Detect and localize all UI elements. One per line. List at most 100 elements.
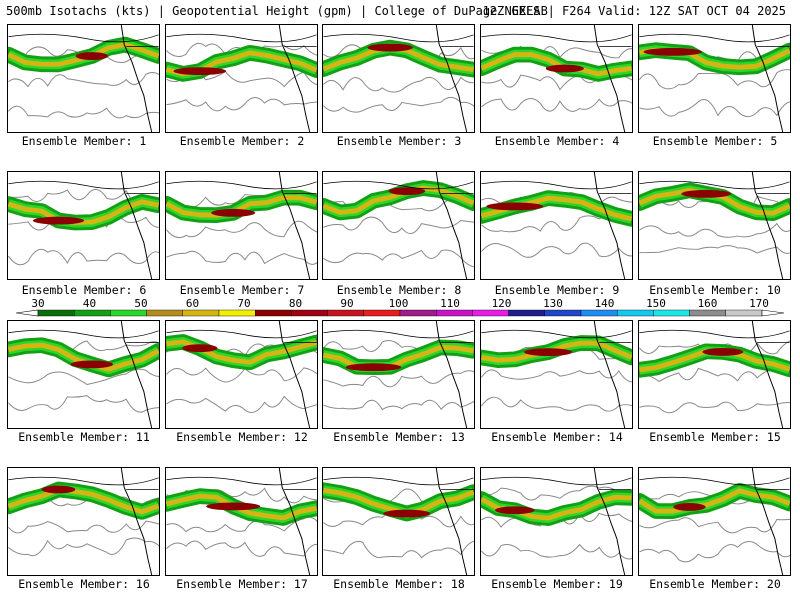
colorbar-swatch — [218, 309, 256, 317]
jet-stream-map — [323, 468, 474, 575]
colorbar-tick-label: 70 — [237, 297, 250, 310]
jet-stream-map — [8, 468, 159, 575]
ensemble-map-panel — [165, 24, 318, 133]
colorbar-tick-label: 100 — [389, 297, 409, 310]
jet-stream-map — [481, 25, 632, 132]
colorbar-tick-label: 120 — [492, 297, 512, 310]
ensemble-member-label: Ensemble Member: 8 — [336, 283, 462, 297]
isotach-colorbar: 30 40 50 60 70 80 90 100 110 120 130 140 150 160 170 — [10, 296, 790, 320]
colorbar-tick-label: 160 — [698, 297, 718, 310]
ensemble-member-label: Ensemble Member: 19 — [491, 577, 623, 591]
jet-stream-map — [8, 25, 159, 132]
ensemble-member-label: Ensemble Member: 11 — [18, 430, 150, 444]
ensemble-member-label: Ensemble Member: 4 — [494, 134, 620, 148]
ensemble-map-panel — [165, 320, 318, 429]
colorbar-swatch — [508, 309, 546, 317]
ensemble-member-label: Ensemble Member: 20 — [649, 577, 781, 591]
jet-stream-map — [166, 321, 317, 428]
ensemble-map-panel — [638, 171, 791, 280]
ensemble-map-panel — [638, 24, 791, 133]
colorbar-swatch — [653, 309, 690, 317]
colorbar-swatch — [146, 309, 184, 317]
colorbar-tick-label: 140 — [595, 297, 615, 310]
colorbar-svg: 30 40 50 60 70 80 90 100 110 120 130 140 150 160 170 — [15, 297, 785, 317]
jet-stream-map — [481, 321, 632, 428]
colorbar-tick-label: 110 — [440, 297, 460, 310]
ensemble-member-label: Ensemble Member: 1 — [21, 134, 147, 148]
ensemble-map-panel — [165, 171, 318, 280]
ensemble-member-label: Ensemble Member: 13 — [333, 430, 465, 444]
ensemble-member-label: Ensemble Member: 12 — [176, 430, 308, 444]
colorbar-swatch — [544, 309, 582, 317]
ensemble-member-label: Ensemble Member: 7 — [179, 283, 305, 297]
ensemble-map-panel — [7, 171, 160, 280]
colorbar-swatch — [291, 309, 328, 317]
colorbar-swatch — [689, 309, 726, 317]
colorbar-swatch — [472, 309, 509, 317]
colorbar-tick-label: 40 — [83, 297, 96, 310]
colorbar-swatch — [617, 309, 654, 317]
colorbar-swatch — [254, 309, 292, 317]
run-valid-time: 12Z GEFS | F264 Valid: 12Z SAT OCT 04 20… — [482, 4, 786, 18]
jet-stream-map — [639, 468, 790, 575]
header: 500mb Isotachs (kts) | Geopotential Heig… — [0, 0, 800, 22]
ensemble-member-label: Ensemble Member: 17 — [176, 577, 308, 591]
colorbar-swatch — [725, 309, 763, 317]
colorbar-swatch — [37, 309, 75, 317]
ensemble-member-label: Ensemble Member: 5 — [652, 134, 778, 148]
colorbar-tick-label: 30 — [31, 297, 44, 310]
jet-stream-map — [639, 321, 790, 428]
jet-stream-map — [166, 25, 317, 132]
jet-stream-map — [323, 172, 474, 279]
ensemble-map-panel — [322, 171, 475, 280]
ensemble-member-label: Ensemble Member: 10 — [649, 283, 781, 297]
ensemble-map-panel — [480, 320, 633, 429]
colorbar-tick-label: 90 — [340, 297, 353, 310]
colorbar-swatch — [399, 309, 437, 317]
colorbar-swatch — [110, 309, 147, 317]
ensemble-map-panel — [322, 24, 475, 133]
ensemble-map-panel — [7, 320, 160, 429]
ensemble-map-panel — [480, 24, 633, 133]
jet-stream-map — [166, 172, 317, 279]
ensemble-member-label: Ensemble Member: 14 — [491, 430, 623, 444]
jet-stream-map — [8, 172, 159, 279]
ensemble-map-panel — [322, 320, 475, 429]
ensemble-map-panel — [322, 467, 475, 576]
colorbar-swatch — [363, 309, 401, 317]
colorbar-swatch — [73, 309, 111, 317]
colorbar-swatch — [436, 309, 473, 317]
ensemble-map-panel — [480, 171, 633, 280]
ensemble-map-panel — [7, 24, 160, 133]
ensemble-member-label: Ensemble Member: 9 — [494, 283, 620, 297]
jet-stream-map — [639, 172, 790, 279]
ensemble-member-label: Ensemble Member: 18 — [333, 577, 465, 591]
colorbar-swatch — [327, 309, 365, 317]
jet-stream-map — [166, 468, 317, 575]
ensemble-map-panel — [480, 467, 633, 576]
colorbar-tick-label: 170 — [749, 297, 769, 310]
jet-stream-map — [323, 25, 474, 132]
colorbar-swatch — [580, 309, 618, 317]
jet-stream-map — [481, 468, 632, 575]
jet-stream-map — [8, 321, 159, 428]
ensemble-member-label: Ensemble Member: 3 — [336, 134, 462, 148]
ensemble-map-panel — [638, 467, 791, 576]
colorbar-tick-label: 130 — [543, 297, 563, 310]
jet-stream-map — [481, 172, 632, 279]
ensemble-map-panel — [7, 467, 160, 576]
colorbar-tick-label: 80 — [289, 297, 302, 310]
colorbar-swatch — [182, 309, 220, 317]
ensemble-map-panel — [638, 320, 791, 429]
jet-stream-map — [323, 321, 474, 428]
ensemble-member-label: Ensemble Member: 15 — [649, 430, 781, 444]
ensemble-map-panel — [165, 467, 318, 576]
ensemble-member-label: Ensemble Member: 2 — [179, 134, 305, 148]
ensemble-member-label: Ensemble Member: 6 — [21, 283, 147, 297]
map-title: 500mb Isotachs (kts) | Geopotential Heig… — [6, 4, 548, 18]
colorbar-tick-label: 150 — [646, 297, 666, 310]
colorbar-tick-label: 60 — [186, 297, 199, 310]
colorbar-tick-label: 50 — [134, 297, 147, 310]
jet-stream-map — [639, 25, 790, 132]
ensemble-member-label: Ensemble Member: 16 — [18, 577, 150, 591]
